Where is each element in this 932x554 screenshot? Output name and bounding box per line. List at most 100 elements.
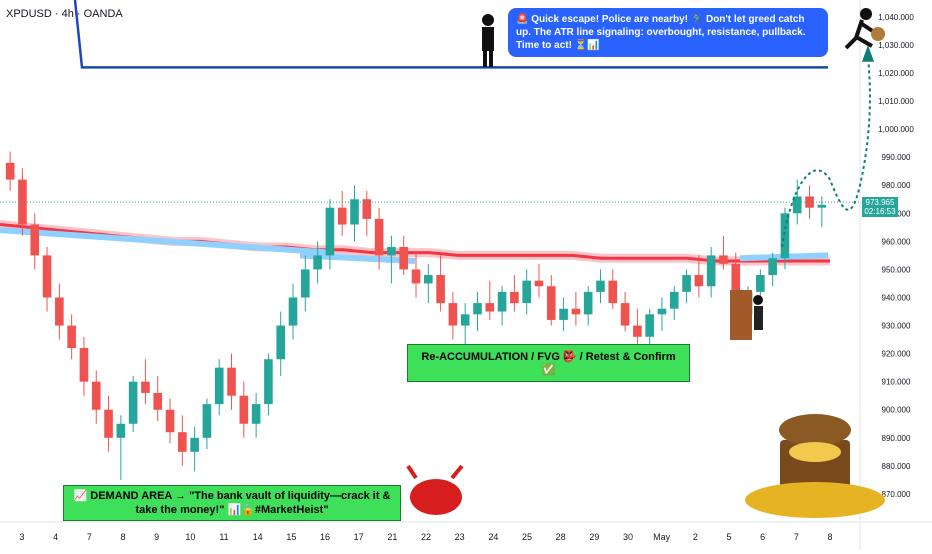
x-tick-label: 21: [387, 532, 397, 542]
x-tick-label: 4: [53, 532, 58, 542]
candle-body: [178, 432, 187, 452]
current-price-tag: 973.965 02:16:53: [862, 197, 898, 217]
candle-body: [706, 255, 716, 287]
candle-body: [337, 207, 347, 225]
bull-icon: [410, 479, 462, 515]
x-tick-label: 8: [120, 532, 125, 542]
candle-body: [436, 275, 445, 304]
y-tick-label: 920.000: [882, 350, 911, 359]
candle-body: [313, 255, 322, 270]
y-tick-label: 980.000: [882, 181, 911, 190]
x-tick-label: 22: [421, 532, 431, 542]
projection-arrow: [862, 44, 874, 62]
candle-body: [546, 286, 556, 320]
y-tick-label: 1,040.000: [878, 13, 914, 22]
y-tick-label: 1,030.000: [878, 41, 914, 50]
candle-body: [251, 404, 261, 424]
x-tick-label: 16: [320, 532, 330, 542]
candle-body: [301, 269, 310, 298]
gold-pile: [789, 442, 841, 462]
candle-body: [768, 258, 777, 276]
x-tick-label: 8: [827, 532, 832, 542]
candle-body: [67, 325, 76, 348]
police-officer-leg: [489, 51, 493, 67]
x-tick-label: 7: [87, 532, 92, 542]
x-tick-label: 24: [488, 532, 498, 542]
candle-body: [731, 263, 741, 315]
door-thief-body: [754, 306, 763, 330]
candle-body: [190, 437, 199, 452]
candle-body: [571, 308, 581, 315]
x-tick-label: 10: [185, 532, 195, 542]
blue-band-left: [0, 227, 331, 256]
candle-body: [55, 297, 64, 326]
current-price: 973.965: [865, 198, 895, 207]
y-tick-label: 900.000: [882, 406, 911, 415]
x-tick-label: May: [653, 532, 671, 542]
police-officer-icon: [482, 14, 494, 26]
candle-body: [91, 381, 101, 410]
money-bag-icon: [871, 27, 885, 41]
candle-body: [374, 218, 384, 256]
symbol-title: XPDUSD · 4h · OANDA: [6, 8, 123, 20]
bar-timer: 02:16:53: [864, 207, 896, 216]
x-tick-label: 25: [522, 532, 532, 542]
candle-body: [239, 395, 249, 424]
candle-body: [399, 246, 409, 270]
bull-horns: [406, 464, 464, 480]
candle-body: [633, 325, 642, 337]
candle-body: [116, 423, 126, 438]
candle-body: [448, 303, 458, 326]
door-thief-head: [753, 295, 763, 305]
candle-body: [362, 199, 372, 219]
police-officer-body: [482, 27, 494, 51]
y-tick-label: 910.000: [882, 378, 911, 387]
candle-body: [165, 409, 175, 433]
y-tick-label: 1,000.000: [878, 125, 914, 134]
x-tick-label: 2: [693, 532, 698, 542]
candle-body: [805, 196, 814, 208]
candle-body: [5, 162, 15, 180]
candle-body: [559, 308, 568, 320]
police-officer-leg: [483, 51, 487, 67]
candle-body: [387, 246, 396, 256]
candle-body: [645, 314, 654, 337]
candle-body: [694, 275, 704, 287]
candle-body: [141, 381, 150, 393]
candle-body: [608, 280, 618, 304]
candle-body: [669, 291, 679, 309]
candle-body: [510, 291, 519, 304]
y-tick-label: 1,010.000: [878, 97, 914, 106]
treasure-chest-lid: [779, 414, 851, 446]
y-tick-label: 940.000: [882, 293, 911, 302]
x-tick-label: 11: [219, 532, 228, 542]
x-tick-label: 30: [623, 532, 633, 542]
candle-body: [534, 280, 544, 287]
x-tick-label: 9: [154, 532, 159, 542]
candle-body: [18, 179, 27, 225]
y-tick-label: 880.000: [882, 462, 911, 471]
candle-body: [682, 275, 691, 292]
candle-body: [227, 367, 236, 396]
x-tick-label: 29: [589, 532, 599, 542]
ma-band-outer: [0, 220, 830, 266]
candle-body: [497, 291, 507, 312]
x-tick-label: 15: [286, 532, 296, 542]
y-tick-label: 950.000: [882, 265, 911, 274]
x-tick-label: 3: [19, 532, 24, 542]
candle-body: [276, 325, 286, 360]
x-tick-label: 6: [760, 532, 765, 542]
y-tick-label: 890.000: [882, 434, 911, 443]
x-tick-label: 17: [354, 532, 364, 542]
candle-body: [411, 269, 421, 284]
candle-body: [756, 275, 765, 292]
y-tick-label: 960.000: [882, 237, 911, 246]
candle-body: [485, 303, 495, 312]
candle-body: [104, 409, 113, 438]
candle-body: [153, 392, 163, 410]
candle-body: [657, 308, 667, 315]
callout-reaccumulation: Re-ACCUMULATION / FVG 👺 / Retest & Confi…: [407, 344, 690, 382]
candle-body: [350, 199, 359, 225]
